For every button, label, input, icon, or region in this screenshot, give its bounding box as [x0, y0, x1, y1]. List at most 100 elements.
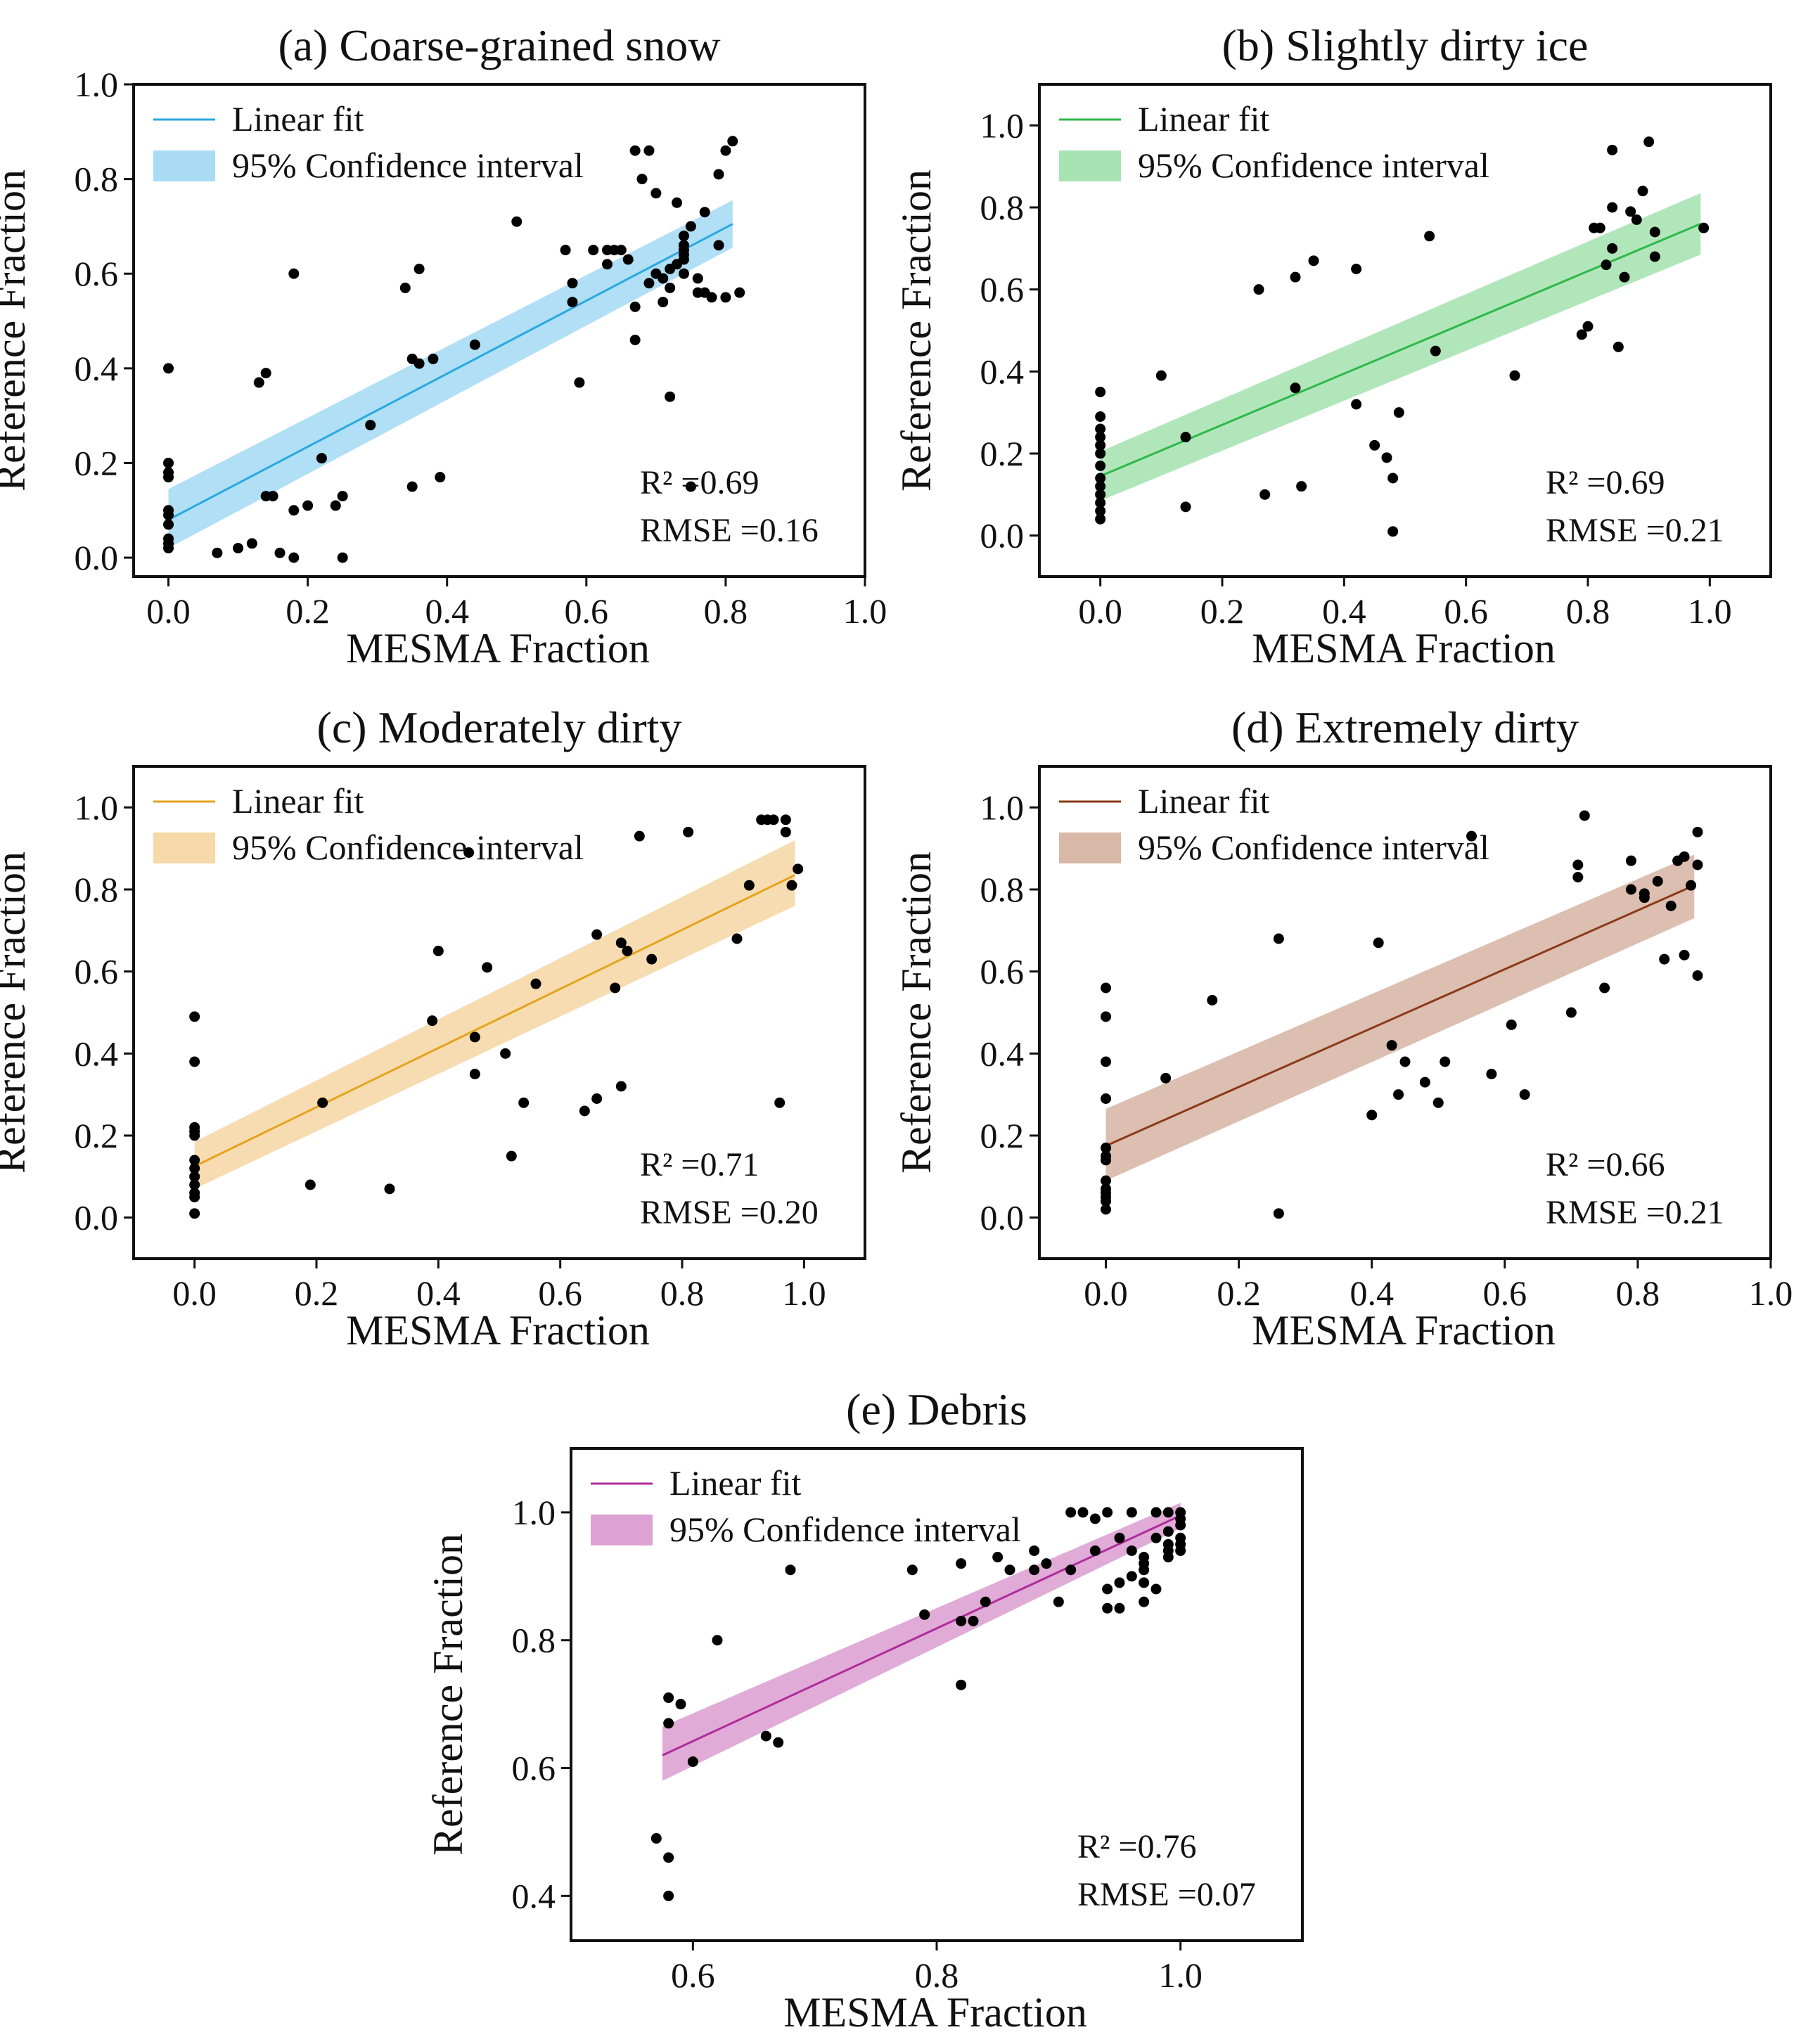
data-point	[413, 358, 425, 369]
x-tick-label: 0.6	[538, 1273, 582, 1313]
legend-label-ci: 95% Confidence interval	[232, 146, 584, 185]
data-point	[384, 1183, 395, 1195]
data-point	[1399, 1056, 1411, 1067]
legend-band-swatch	[153, 150, 215, 181]
data-point	[1065, 1507, 1077, 1518]
data-point	[780, 826, 791, 837]
data-point	[1639, 888, 1650, 899]
data-point	[1679, 949, 1690, 960]
data-point	[1631, 214, 1642, 225]
data-point	[785, 1564, 796, 1576]
data-point	[1029, 1545, 1040, 1556]
r2-annotation: R² =0.76	[1077, 1828, 1196, 1865]
data-point	[1432, 1097, 1444, 1108]
x-tick-label: 0.4	[425, 591, 469, 631]
data-point	[212, 547, 223, 558]
data-point	[1613, 341, 1624, 352]
y-tick-label: 0.0	[75, 1198, 119, 1238]
data-point	[1649, 251, 1660, 262]
data-point	[560, 245, 571, 256]
y-axis-label: Reference Fraction	[425, 1534, 471, 1856]
data-point	[288, 505, 300, 516]
chart-panel-3: (d) Extremely dirty 0.0 0.2 0.4 0.6 0.8 1.0 0.0…	[893, 702, 1793, 1354]
panel-title: (c) Moderately dirty	[317, 702, 682, 752]
data-point	[1393, 1089, 1404, 1100]
data-point	[1053, 1596, 1064, 1607]
x-tick-label: 0.8	[704, 591, 748, 631]
data-point	[1506, 1020, 1517, 1030]
x-tick-label: 1.0	[1749, 1273, 1793, 1313]
data-point	[760, 1730, 771, 1742]
y-tick-label: 0.2	[75, 1116, 119, 1155]
data-point	[189, 1192, 200, 1202]
y-tick-label: 0.0	[980, 516, 1025, 555]
y-tick-label: 0.2	[980, 434, 1025, 473]
y-axis-label: Reference Fraction	[0, 851, 34, 1174]
y-tick-label: 0.8	[512, 1621, 556, 1660]
data-point	[163, 519, 174, 530]
data-point	[1594, 222, 1605, 233]
data-point	[511, 216, 522, 227]
axes-frame	[132, 83, 866, 578]
data-point	[1692, 859, 1703, 870]
y-tick-label: 1.0	[75, 788, 119, 827]
chart-panel-2: (c) Moderately dirty 0.0 0.2 0.4 0.6 0.8 1.0 0.…	[0, 702, 866, 1354]
data-point	[713, 240, 724, 251]
x-tick-label: 0.0	[146, 591, 191, 631]
data-point	[1180, 432, 1191, 443]
chart-panel-0: (a) Coarse-grained snow 0.0 0.2 0.4 0.6 0.8 1.…	[0, 20, 887, 671]
data-point	[304, 1179, 316, 1190]
data-point	[622, 254, 634, 265]
x-tick-label: 0.2	[286, 591, 330, 631]
data-point	[1162, 1507, 1174, 1518]
y-tick-label: 0.6	[980, 270, 1025, 309]
data-point	[1419, 1076, 1430, 1088]
data-point	[1424, 231, 1435, 242]
data-point	[1095, 423, 1106, 435]
data-point	[500, 1048, 511, 1059]
data-point	[1207, 995, 1218, 1005]
data-point	[163, 472, 174, 483]
legend-label-ci: 95% Confidence interval	[1138, 828, 1489, 867]
data-point	[658, 273, 669, 284]
y-tick-label: 0.8	[980, 188, 1025, 227]
data-point	[469, 339, 480, 350]
data-point	[1643, 136, 1655, 148]
x-tick-label: 1.0	[843, 591, 887, 631]
y-tick-label: 0.0	[980, 1198, 1025, 1238]
data-point	[427, 1015, 438, 1027]
legend-band-swatch	[591, 1515, 653, 1545]
data-point	[615, 245, 627, 256]
data-point	[1114, 1532, 1125, 1543]
data-point	[163, 457, 174, 468]
y-tick-label: 0.2	[980, 1116, 1025, 1155]
data-point	[1572, 872, 1584, 882]
scatter-points	[1101, 810, 1703, 1219]
linear-fit-line	[167, 223, 733, 521]
data-point	[1296, 481, 1307, 492]
data-point	[1101, 1175, 1112, 1186]
y-tick-label: 0.8	[75, 160, 119, 199]
data-point	[615, 1081, 627, 1092]
confidence-band	[194, 840, 795, 1189]
data-point	[1175, 1513, 1186, 1524]
data-point	[330, 500, 341, 511]
data-point	[1253, 284, 1264, 295]
y-tick-label: 0.6	[980, 952, 1025, 991]
data-point	[968, 1615, 979, 1626]
rmse-annotation: RMSE =0.07	[1077, 1876, 1256, 1913]
data-point	[672, 197, 683, 208]
data-point	[1126, 1571, 1137, 1582]
x-tick-label: 0.8	[1616, 1273, 1660, 1313]
data-point	[1095, 448, 1106, 459]
data-point	[1466, 830, 1477, 842]
data-point	[530, 978, 541, 989]
data-point	[432, 946, 444, 956]
data-point	[317, 1097, 328, 1108]
data-point	[1150, 1532, 1162, 1543]
data-point	[189, 1011, 200, 1022]
data-point	[1692, 826, 1703, 837]
x-axis-label: MESMA Fraction	[346, 1307, 650, 1354]
data-point	[663, 1890, 674, 1901]
data-point	[1519, 1089, 1530, 1100]
